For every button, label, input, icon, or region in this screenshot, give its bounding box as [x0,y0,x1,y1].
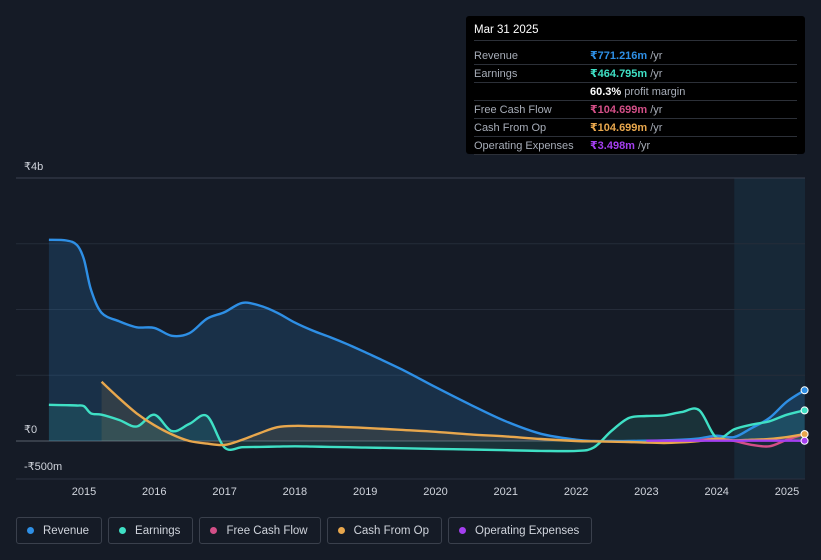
tooltip-row-label: Revenue [474,49,519,62]
legend-item-label: Operating Expenses [475,524,580,537]
x-tick-label: 2017 [212,486,236,498]
forecast-band [734,178,805,479]
revenue-end-dot [800,386,809,395]
y-axis-ticks: ₹4b ₹0 -₹500m [24,161,62,473]
tooltip-row-unit: profit margin [624,85,686,98]
tooltip-row: Free Cash Flow ₹104.699m/yr [474,101,797,119]
tooltip-row-value: ₹464.795m [590,68,648,80]
y-tick-label: ₹4b [24,161,43,173]
legend-dot-icon [27,527,34,534]
x-tick-label: 2023 [634,486,658,498]
tooltip-date: Mar 31 2025 [474,24,797,41]
tooltip-row-unit: /yr [637,139,651,152]
tooltip-row-value: ₹104.699m [590,104,648,116]
x-tick-label: 2018 [283,486,307,498]
cash-from-op-end-dot [800,430,809,439]
earnings-area [48,404,805,452]
x-tick-label: 2016 [142,486,166,498]
cash-from-op-area [101,381,805,446]
tooltip-row: Earnings ₹464.795m/yr [474,65,797,83]
legend-item-cash-from-op[interactable]: Cash From Op [326,517,443,544]
x-tick-label: 2025 [775,486,799,498]
tooltip-row: Cash From Op ₹104.699m/yr [474,119,797,137]
tooltip-row-value: ₹3.498m [590,140,635,152]
tooltip-row-label: Earnings [474,67,518,80]
legend-item-revenue[interactable]: Revenue [16,517,103,544]
tooltip-rows: Revenue ₹771.216m/yr Earnings ₹464.795m/yr 6… [474,47,797,155]
y-tick-label: -₹500m [24,461,62,473]
legend-item-label: Free Cash Flow [226,524,308,537]
x-tick-label: 2024 [704,486,728,498]
tooltip-row-unit: /yr [650,121,663,134]
tooltip-row-value: ₹104.699m [590,122,648,134]
tooltip-row: Revenue ₹771.216m/yr [474,47,797,65]
y-tick-label: ₹0 [24,424,37,436]
tooltip-row-unit: /yr [650,67,663,80]
operating-expenses-end-dot [800,436,809,445]
tooltip: Mar 31 2025 Revenue ₹771.216m/yr Earnings ₹… [466,16,805,155]
tooltip-row: Operating Expenses ₹3.498m/yr [474,137,797,155]
legend-item-label: Cash From Op [353,524,430,537]
tooltip-row-value: 60.3% [590,85,622,98]
earnings-line [48,403,805,453]
revenue-line [48,238,806,443]
tooltip-row-unit: /yr [650,103,663,116]
legend-item-free-cash-flow[interactable]: Free Cash Flow [199,517,321,544]
tooltip-row-value: ₹771.216m [590,50,648,62]
tooltip-row-label: Free Cash Flow [474,103,552,116]
legend-item-earnings[interactable]: Earnings [108,517,194,544]
series-areas [48,239,805,452]
legend-item-operating-expenses[interactable]: Operating Expenses [448,517,593,544]
earnings-end-dot [800,406,809,415]
legend-dot-icon [459,527,467,534]
legend-dot-icon [337,527,345,534]
x-tick-label: 2021 [494,486,518,498]
series-end-dots [800,386,809,445]
x-axis-ticks: 2015 2016 2017 2018 2019 2020 2021 2022 2023 2024… [72,486,799,498]
legend: Revenue Earnings Free Cash Flow Cash From O… [16,517,593,544]
series-lines [48,238,806,453]
x-tick-label: 2019 [353,486,377,498]
tooltip-row: 60.3% profit margin [474,83,797,101]
revenue-area [48,239,805,442]
legend-dot-icon [119,527,127,534]
x-tick-label: 2020 [423,486,447,498]
x-tick-label: 2022 [564,486,588,498]
legend-item-label: Earnings [135,524,181,537]
legend-dot-icon [210,527,218,534]
chart-area: ₹4b ₹0 -₹500m 2015 2016 2017 2018 2019 2020 2021… [16,161,809,498]
tooltip-row-label: Operating Expenses [474,139,574,152]
tooltip-row-label: Cash From Op [474,121,547,134]
tooltip-row-unit: /yr [650,49,663,62]
x-tick-label: 2015 [72,486,96,498]
legend-item-label: Revenue [43,524,90,537]
